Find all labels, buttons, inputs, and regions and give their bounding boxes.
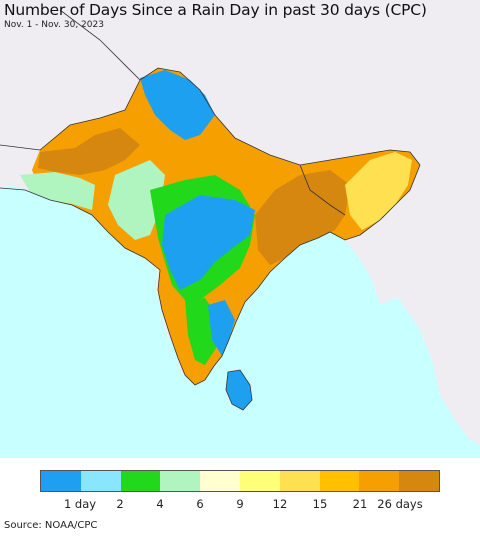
- borders: [0, 9, 421, 386]
- legend-swatch: [279, 471, 320, 491]
- map-title: Number of Days Since a Rain Day in past …: [4, 1, 427, 19]
- central-blue: [162, 195, 255, 290]
- south-blue: [208, 300, 235, 356]
- ne-yellow: [345, 152, 412, 230]
- southeast-asia-land: [400, 300, 480, 445]
- north-blue: [140, 70, 215, 140]
- legend-swatch: [359, 471, 400, 491]
- source-credit: Source: NOAA/CPC: [4, 520, 98, 531]
- legend-swatch: [41, 471, 81, 491]
- legend-swatch: [160, 471, 201, 491]
- west-lightgreen: [108, 160, 165, 240]
- color-legend: [40, 470, 440, 492]
- map-subtitle: Nov. 1 - Nov. 30, 2023: [4, 20, 104, 30]
- legend-swatch: [399, 471, 439, 491]
- legend-swatch: [120, 471, 161, 491]
- legend-tick-label: 2: [116, 497, 124, 511]
- nw-green: [20, 172, 95, 210]
- legend-tick-label: 12: [272, 497, 288, 511]
- legend-tick-labels: 1 day 2 4 6 9 12 15 21 26 days: [40, 497, 440, 513]
- legend-tick-label: 9: [236, 497, 244, 511]
- legend-swatch: [319, 471, 360, 491]
- legend-swatch: [80, 471, 121, 491]
- legend-tick-label: 15: [312, 497, 328, 511]
- legend-tick-label: 4: [156, 497, 164, 511]
- sri-lanka: [225, 369, 253, 411]
- legend-tick-label: 26 days: [377, 497, 423, 511]
- legend-swatch: [200, 471, 240, 491]
- nw-dark-orange: [38, 128, 140, 175]
- legend-tick-label: 1 day: [63, 497, 97, 511]
- legend-swatch: [239, 471, 280, 491]
- rain-days-map: [0, 0, 480, 458]
- legend-tick-label: 6: [196, 497, 204, 511]
- legend-tick-label: 21: [352, 497, 368, 511]
- east-dark-orange: [255, 170, 350, 265]
